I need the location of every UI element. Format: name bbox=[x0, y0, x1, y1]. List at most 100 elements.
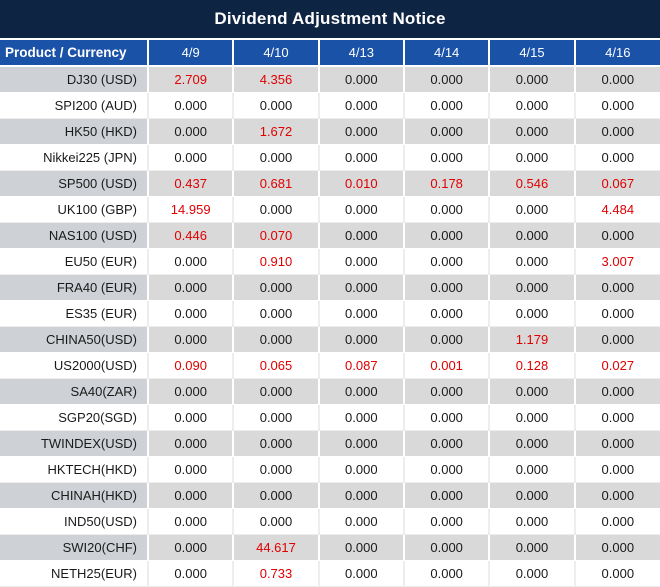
value-cell: 0.000 bbox=[318, 326, 405, 353]
value-cell: 0.000 bbox=[148, 248, 235, 275]
product-cell: NETH25(EUR) bbox=[0, 560, 149, 587]
value-cell: 0.000 bbox=[403, 404, 491, 431]
value-cell: 0.000 bbox=[574, 118, 660, 145]
value-cell: 0.000 bbox=[233, 456, 320, 483]
product-cell: HKTECH(HKD) bbox=[0, 456, 149, 483]
value-cell: 0.000 bbox=[489, 456, 576, 483]
product-cell: CHINA50(USD) bbox=[0, 326, 149, 353]
value-cell: 0.000 bbox=[318, 508, 405, 535]
value-cell: 0.000 bbox=[574, 66, 660, 93]
value-cell: 0.000 bbox=[574, 378, 660, 405]
value-cell: 0.000 bbox=[574, 222, 660, 249]
value-cell: 0.000 bbox=[233, 196, 320, 223]
value-cell: 0.681 bbox=[233, 170, 320, 197]
value-cell: 0.446 bbox=[148, 222, 235, 249]
value-cell: 0.000 bbox=[233, 482, 320, 509]
table-row: SP500 (USD) 0.437 0.681 0.010 0.178 0.546 0.06… bbox=[0, 170, 660, 197]
value-cell: 4.356 bbox=[233, 66, 320, 93]
value-cell: 0.128 bbox=[489, 352, 576, 379]
table-body: DJ30 (USD) 2.709 4.356 0.000 0.000 0.000 0.000… bbox=[0, 66, 660, 587]
table-row: UK100 (GBP) 14.959 0.000 0.000 0.000 0.000 4.4… bbox=[0, 196, 660, 223]
value-cell: 0.000 bbox=[489, 222, 576, 249]
column-header-date-1: 4/9 bbox=[148, 40, 235, 67]
table-row: DJ30 (USD) 2.709 4.356 0.000 0.000 0.000 0.000 bbox=[0, 66, 660, 93]
table-row: SPI200 (AUD) 0.000 0.000 0.000 0.000 0.000 0.0… bbox=[0, 92, 660, 119]
value-cell: 0.000 bbox=[318, 534, 405, 561]
product-cell: HK50 (HKD) bbox=[0, 118, 149, 145]
table-row: IND50(USD) 0.000 0.000 0.000 0.000 0.000 0.000 bbox=[0, 508, 660, 535]
value-cell: 0.000 bbox=[318, 456, 405, 483]
column-header-date-4: 4/14 bbox=[403, 40, 491, 67]
value-cell: 0.000 bbox=[489, 144, 576, 171]
value-cell: 0.000 bbox=[574, 274, 660, 301]
value-cell: 0.000 bbox=[574, 508, 660, 535]
value-cell: 0.000 bbox=[489, 534, 576, 561]
value-cell: 0.000 bbox=[489, 248, 576, 275]
header-row: Product / Currency 4/9 4/10 4/13 4/14 4/… bbox=[0, 40, 660, 67]
table-row: CHINAH(HKD) 0.000 0.000 0.000 0.000 0.000 0.00… bbox=[0, 482, 660, 509]
value-cell: 0.000 bbox=[318, 66, 405, 93]
value-cell: 0.087 bbox=[318, 352, 405, 379]
value-cell: 0.001 bbox=[403, 352, 491, 379]
value-cell: 0.010 bbox=[318, 170, 405, 197]
value-cell: 0.437 bbox=[148, 170, 235, 197]
value-cell: 0.000 bbox=[318, 196, 405, 223]
value-cell: 0.000 bbox=[318, 560, 405, 587]
product-cell: IND50(USD) bbox=[0, 508, 149, 535]
value-cell: 0.000 bbox=[574, 92, 660, 119]
dividend-table: Product / Currency 4/9 4/10 4/13 4/14 4/… bbox=[0, 40, 660, 587]
value-cell: 0.546 bbox=[489, 170, 576, 197]
value-cell: 0.000 bbox=[403, 378, 491, 405]
column-header-date-3: 4/13 bbox=[318, 40, 405, 67]
product-cell: SPI200 (AUD) bbox=[0, 92, 149, 119]
value-cell: 0.000 bbox=[233, 378, 320, 405]
product-cell: DJ30 (USD) bbox=[0, 66, 149, 93]
product-cell: EU50 (EUR) bbox=[0, 248, 149, 275]
value-cell: 0.000 bbox=[148, 92, 235, 119]
value-cell: 0.000 bbox=[148, 560, 235, 587]
product-cell: Nikkei225 (JPN) bbox=[0, 144, 149, 171]
value-cell: 0.000 bbox=[148, 326, 235, 353]
value-cell: 0.000 bbox=[233, 404, 320, 431]
value-cell: 0.000 bbox=[318, 300, 405, 327]
product-cell: CHINAH(HKD) bbox=[0, 482, 149, 509]
product-cell: ES35 (EUR) bbox=[0, 300, 149, 327]
value-cell: 0.090 bbox=[148, 352, 235, 379]
value-cell: 0.000 bbox=[148, 118, 235, 145]
value-cell: 0.000 bbox=[403, 508, 491, 535]
value-cell: 0.000 bbox=[489, 560, 576, 587]
value-cell: 0.000 bbox=[148, 300, 235, 327]
value-cell: 0.000 bbox=[148, 430, 235, 457]
value-cell: 0.000 bbox=[148, 456, 235, 483]
value-cell: 0.000 bbox=[574, 404, 660, 431]
value-cell: 0.733 bbox=[233, 560, 320, 587]
value-cell: 0.000 bbox=[403, 66, 491, 93]
table-row: SWI20(CHF) 0.000 44.617 0.000 0.000 0.000 0.00… bbox=[0, 534, 660, 561]
table-row: HK50 (HKD) 0.000 1.672 0.000 0.000 0.000 0.000 bbox=[0, 118, 660, 145]
column-header-date-2: 4/10 bbox=[233, 40, 320, 67]
table-row: ES35 (EUR) 0.000 0.000 0.000 0.000 0.000 0.000 bbox=[0, 300, 660, 327]
value-cell: 0.000 bbox=[403, 560, 491, 587]
value-cell: 0.000 bbox=[233, 508, 320, 535]
value-cell: 0.000 bbox=[318, 378, 405, 405]
value-cell: 0.000 bbox=[574, 300, 660, 327]
value-cell: 0.000 bbox=[489, 196, 576, 223]
column-header-date-6: 4/16 bbox=[574, 40, 660, 67]
value-cell: 0.000 bbox=[148, 404, 235, 431]
product-cell: FRA40 (EUR) bbox=[0, 274, 149, 301]
value-cell: 0.000 bbox=[403, 326, 491, 353]
value-cell: 0.000 bbox=[403, 534, 491, 561]
value-cell: 0.000 bbox=[489, 300, 576, 327]
value-cell: 0.000 bbox=[233, 274, 320, 301]
value-cell: 0.000 bbox=[489, 430, 576, 457]
value-cell: 0.910 bbox=[233, 248, 320, 275]
value-cell: 0.000 bbox=[574, 456, 660, 483]
value-cell: 0.000 bbox=[403, 118, 491, 145]
value-cell: 0.000 bbox=[489, 404, 576, 431]
value-cell: 0.000 bbox=[574, 534, 660, 561]
value-cell: 0.000 bbox=[148, 274, 235, 301]
value-cell: 0.000 bbox=[489, 118, 576, 145]
value-cell: 1.179 bbox=[489, 326, 576, 353]
value-cell: 0.027 bbox=[574, 352, 660, 379]
